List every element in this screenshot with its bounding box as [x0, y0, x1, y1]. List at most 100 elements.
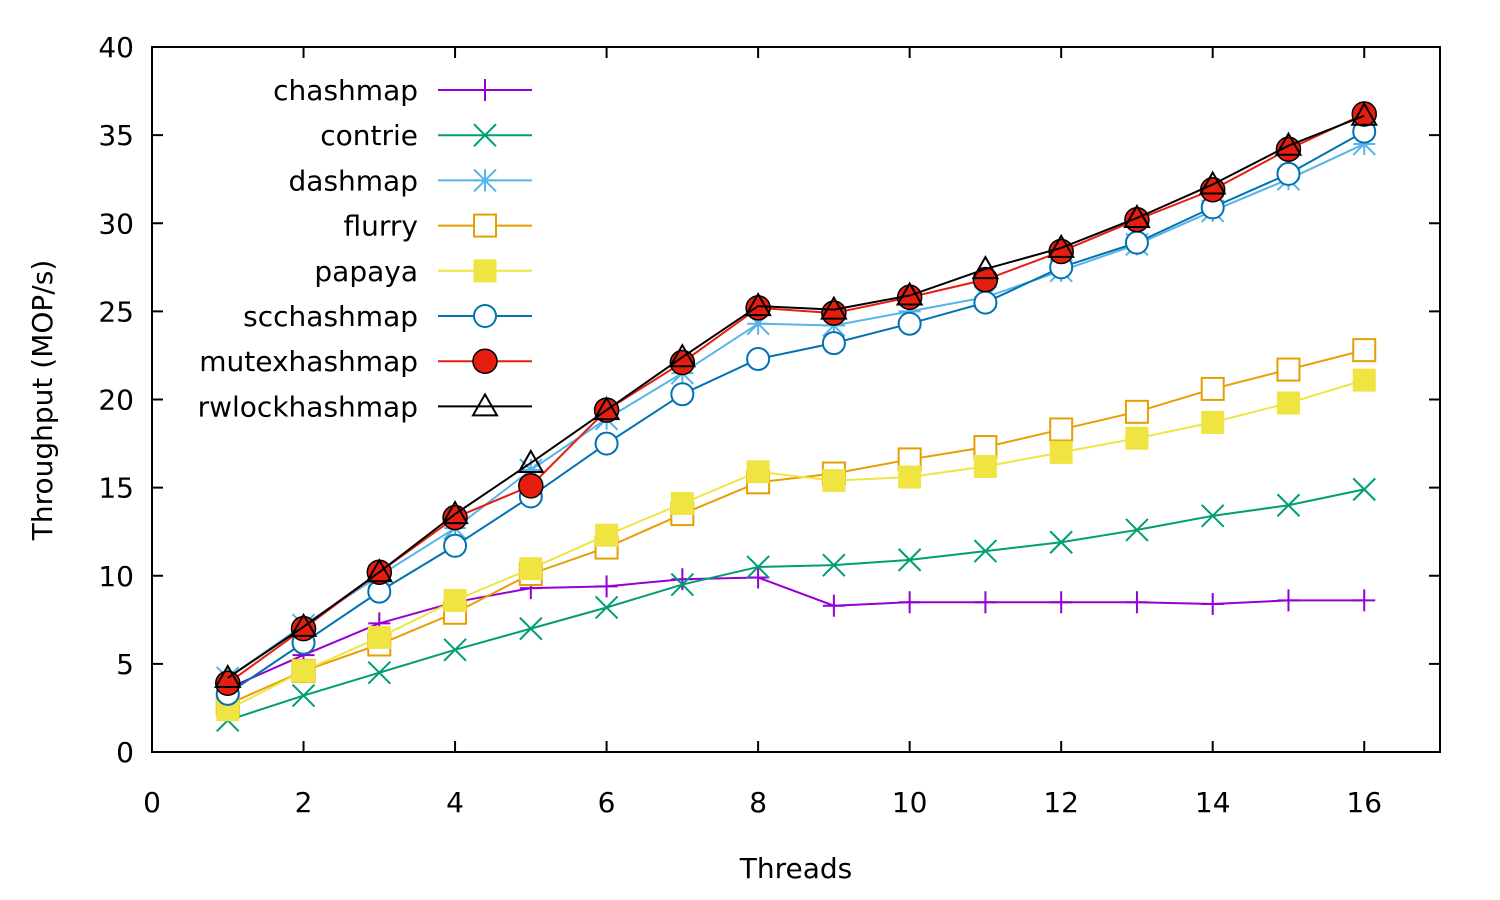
dashmap-point: [897, 299, 922, 324]
dashmap-point: [1352, 132, 1376, 156]
rwlockhashmap-point: [668, 343, 697, 368]
flurry-line: [227, 349, 1365, 706]
rwlockhashmap-point: [517, 448, 545, 473]
mutexhashmap-point: [518, 473, 544, 499]
legend-item-flurry: flurry: [344, 210, 532, 243]
legend-swatch-marker: [473, 123, 497, 147]
legend-item-contrie: contrie: [320, 119, 532, 152]
x-tick-label: 16: [1346, 786, 1382, 819]
papaya-point: [1125, 426, 1149, 450]
legend-item-dashmap: dashmap: [289, 164, 532, 197]
y-tick-label: 0: [116, 736, 134, 769]
y-tick-label: 20: [98, 384, 134, 417]
rwlockhashmap-point: [1198, 170, 1227, 195]
scchashmap-point: [1124, 230, 1149, 255]
rwlockhashmap-point: [289, 612, 318, 637]
axes: 0 2 4 6 8 10 12 14 16 0 5 10 15 20 25 30 35 40: [98, 31, 1441, 819]
legend-item-rwlockhashmap: rwlockhashmap: [198, 390, 532, 423]
papaya-point: [973, 454, 997, 478]
scchashmap-point: [746, 346, 771, 371]
mutexhashmap-point: [972, 266, 999, 293]
flurry-point: [973, 435, 998, 460]
x-tick-label: 8: [749, 786, 767, 819]
x-tick-label: 4: [446, 786, 464, 819]
contrie-point: [670, 572, 695, 597]
x-tick-label: 12: [1043, 786, 1079, 819]
legend-swatch-marker: [473, 168, 497, 193]
legend-label: papaya: [314, 255, 418, 288]
rwlockhashmap-point: [895, 281, 924, 306]
contrie-point: [1049, 530, 1073, 554]
legend-label: flurry: [344, 210, 418, 243]
contrie-point: [897, 548, 922, 572]
legend: chashmap contrie dashmap flurry papaya scchas…: [198, 74, 532, 423]
y-tick-label: 15: [98, 472, 134, 505]
legend-label: rwlockhashmap: [198, 390, 418, 423]
series-lines: [214, 101, 1378, 732]
scchashmap-point: [443, 533, 468, 558]
dashmap-point: [746, 312, 770, 336]
contrie-point: [973, 539, 998, 563]
x-tick-label: 0: [143, 786, 161, 819]
legend-label: contrie: [320, 119, 418, 152]
legend-item-scchashmap: scchashmap: [243, 300, 532, 333]
rwlockhashmap-point: [1350, 101, 1378, 126]
chashmap-point: [898, 591, 921, 614]
flurry-point: [1124, 399, 1149, 424]
rwlockhashmap-point: [1274, 131, 1303, 156]
legend-label: chashmap: [273, 74, 418, 107]
chashmap-point: [1353, 589, 1376, 612]
papaya-point: [746, 460, 770, 484]
series-rwlockhashmap: [214, 101, 1378, 688]
contrie-point: [519, 616, 543, 641]
y-tick-label: 35: [98, 119, 134, 152]
rwlockhashmap-point: [365, 558, 394, 583]
chashmap-point: [1125, 591, 1148, 614]
rwlockhashmap-point: [971, 255, 1000, 280]
x-tick-label: 14: [1195, 786, 1231, 819]
scchashmap-point: [1276, 161, 1301, 186]
scchashmap-line: [227, 130, 1365, 695]
papaya-line: [227, 379, 1365, 711]
papaya-point: [1276, 391, 1300, 415]
legend-label: scchashmap: [243, 300, 418, 333]
legend-item-mutexhashmap: mutexhashmap: [199, 345, 532, 378]
papaya-point: [670, 491, 694, 515]
x-tick-label: 2: [295, 786, 313, 819]
contrie-line: [227, 488, 1365, 722]
chashmap-point: [671, 568, 694, 591]
papaya-point: [1352, 368, 1376, 392]
scchashmap-point: [973, 290, 998, 315]
legend-swatch-marker: [473, 259, 497, 283]
scchashmap-point: [821, 331, 846, 356]
x-axis-title: Threads: [739, 852, 853, 885]
papaya-point: [898, 465, 922, 489]
dashmap-line: [227, 143, 1365, 679]
papaya-point: [1201, 410, 1225, 434]
contrie-point: [1125, 518, 1149, 542]
papaya-point: [367, 625, 391, 649]
x-tick-label: 10: [892, 786, 928, 819]
papaya-point: [595, 523, 619, 547]
legend-label: dashmap: [289, 164, 418, 197]
legend-swatch-marker: [473, 213, 497, 238]
rwlockhashmap-line: [227, 114, 1365, 679]
scchashmap-point: [594, 431, 619, 456]
y-tick-label: 30: [98, 207, 134, 240]
y-tick-label: 5: [116, 648, 134, 681]
scchashmap-point: [897, 311, 922, 336]
rwlockhashmap-point: [744, 292, 772, 317]
flurry-point: [1276, 357, 1301, 382]
flurry-point: [1200, 376, 1225, 401]
mutexhashmap-point: [215, 670, 241, 697]
contrie-point: [594, 595, 619, 620]
dashmap-point: [519, 458, 543, 482]
rwlockhashmap-point: [820, 295, 848, 320]
mutexhashmap-line: [227, 113, 1365, 685]
papaya-point: [292, 659, 316, 683]
papaya-point: [519, 557, 543, 581]
contrie-point: [746, 555, 770, 579]
legend-item-chashmap: chashmap: [273, 74, 532, 107]
chashmap-point: [1277, 589, 1300, 612]
